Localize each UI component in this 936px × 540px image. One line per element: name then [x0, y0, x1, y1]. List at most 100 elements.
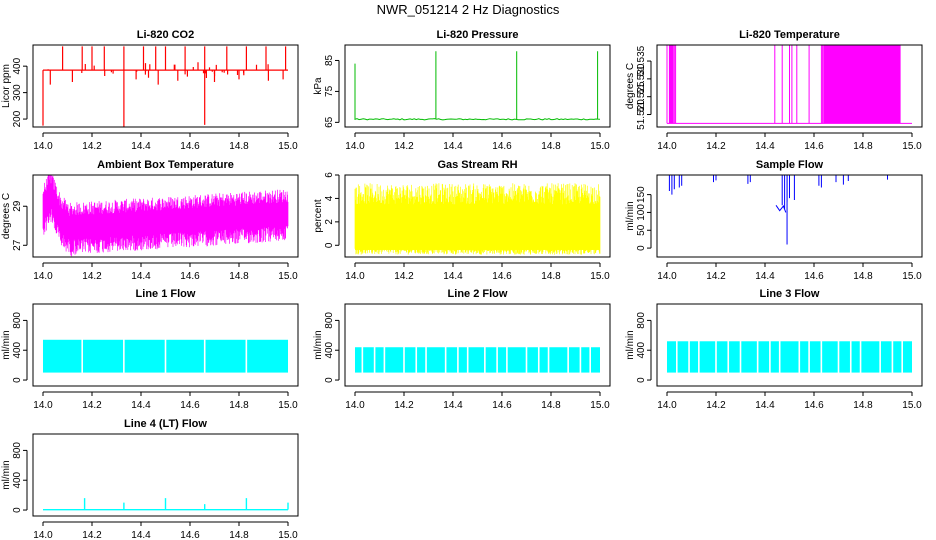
y-tick-label: 100 [636, 204, 647, 221]
panel-5: Gas Stream RH percent 14.0 14.2 14.4 14.6 14.8… [313, 159, 611, 282]
x-tick-label: 14.6 [180, 400, 200, 411]
flow-gap [547, 346, 550, 374]
x-tick-label: 14.4 [755, 400, 775, 411]
plot-frame [32, 174, 299, 258]
y-tick-label: 400 [324, 341, 335, 358]
y-axis-label: Licor ppm [1, 64, 12, 108]
rh-series [354, 183, 601, 255]
y-axis-label: percent [313, 199, 324, 233]
main-title: NWR_051214 2 Hz Diagnostics [377, 2, 560, 17]
panel-7: Line 1 Flow ml/min 14.0 14.2 14.4 14.6 14.8 15.… [1, 288, 299, 411]
series-layer [43, 338, 288, 374]
x-tick-label: 14.8 [853, 400, 873, 411]
panel-title: Line 2 Flow [448, 288, 508, 300]
panels: Li-820 CO2 Licor ppm 14.0 14.2 14.4 14.6 14.8 1… [1, 29, 923, 540]
pressure-series [354, 51, 601, 121]
x-tick-label: 14.4 [755, 141, 775, 152]
x-tick-label: 14.8 [541, 141, 561, 152]
flow-gap [688, 340, 690, 374]
flow-gap [891, 340, 894, 374]
series-layer [43, 498, 289, 511]
x-tick-label: 14.2 [706, 271, 726, 282]
x-tick-label: 14.8 [229, 400, 249, 411]
flow-gap [383, 346, 386, 374]
panel-4: Ambient Box Temperature degrees C 14.0 14.2… [1, 159, 299, 282]
y-axis-label: ml/min [625, 330, 636, 359]
flow-gap [849, 340, 852, 374]
y-tick-label: 0 [636, 377, 647, 383]
y-tick-label: 800 [636, 312, 647, 329]
flow-gap [506, 346, 508, 374]
panel-title: Line 3 Flow [760, 288, 820, 300]
plot-frame [32, 303, 299, 387]
flow-gap [525, 346, 528, 374]
x-tick-label: 14.8 [541, 271, 561, 282]
y-tick-label: 50 [636, 224, 647, 236]
x-tick-label: 14.4 [755, 271, 775, 282]
flow-gap [676, 340, 678, 374]
x-tick-label: 14.2 [82, 400, 102, 411]
flow-gap [203, 338, 206, 374]
x-tick-label: 14.2 [82, 141, 102, 152]
flow-gap [415, 346, 418, 374]
flow-gap [837, 340, 840, 374]
x-tick-label: 14.6 [804, 400, 824, 411]
x-tick-label: 14.2 [706, 400, 726, 411]
panel-title: Gas Stream RH [437, 159, 517, 171]
x-tick-label: 14.0 [657, 271, 677, 282]
flow-gap [245, 338, 248, 374]
x-tick-label: 14.2 [706, 141, 726, 152]
x-tick-label: 14.8 [229, 530, 249, 540]
x-tick-label: 15.0 [590, 141, 610, 152]
flow-gap [778, 340, 781, 374]
y-axis-label: kPa [313, 77, 324, 95]
flow-gap [859, 340, 862, 374]
x-tick-label: 14.0 [33, 530, 53, 540]
x-tick-label: 14.2 [394, 400, 414, 411]
flow-gap [901, 340, 903, 374]
flow-gap [81, 338, 83, 374]
plot-frame [656, 44, 923, 128]
flow-gap [579, 346, 582, 374]
panel-3: Li-820 Temperature degrees C 14.0 14.2 14.4 1… [625, 29, 923, 152]
y-axis-label: degrees C [625, 63, 636, 109]
flow-band [667, 341, 912, 373]
y-axis-label: ml/min [625, 201, 636, 230]
x-tick-label: 15.0 [278, 141, 298, 152]
flow-gap [715, 340, 717, 374]
panel-title: Li-820 CO2 [137, 29, 194, 41]
x-tick-label: 14.8 [229, 141, 249, 152]
flow-gap [373, 346, 376, 374]
y-tick-label: 0 [636, 245, 647, 251]
x-tick-label: 14.8 [853, 141, 873, 152]
x-tick-label: 14.2 [394, 271, 414, 282]
flow-gap [425, 346, 427, 374]
x-tick-label: 14.0 [33, 400, 53, 411]
flow-gap [537, 346, 540, 374]
panel-6: Sample Flow ml/min 14.0 14.2 14.4 14.6 14.8 15.… [625, 159, 923, 282]
co2-series [42, 46, 288, 127]
ambient-series [42, 175, 289, 257]
flow-gap [484, 346, 486, 374]
x-tick-label: 14.0 [657, 141, 677, 152]
flow-gap [164, 338, 167, 374]
x-tick-label: 14.6 [180, 271, 200, 282]
x-tick-label: 15.0 [902, 400, 922, 411]
series-layer [354, 183, 601, 255]
x-tick-label: 14.4 [131, 141, 151, 152]
x-tick-label: 14.0 [33, 271, 53, 282]
flow-gap [808, 340, 810, 374]
flow-gap [444, 346, 447, 374]
x-tick-label: 14.6 [804, 141, 824, 152]
flow-gap [798, 340, 801, 374]
x-tick-label: 14.2 [82, 271, 102, 282]
sample-flow-series [667, 175, 912, 245]
series-layer [667, 175, 912, 245]
x-tick-label: 14.4 [131, 530, 151, 540]
y-tick-label: 400 [12, 341, 23, 358]
x-tick-label: 14.6 [180, 530, 200, 540]
y-tick-label: 0 [12, 377, 23, 383]
x-tick-label: 14.8 [229, 271, 249, 282]
y-tick-label: 51.535 [636, 45, 647, 76]
plot-frame [32, 44, 299, 128]
